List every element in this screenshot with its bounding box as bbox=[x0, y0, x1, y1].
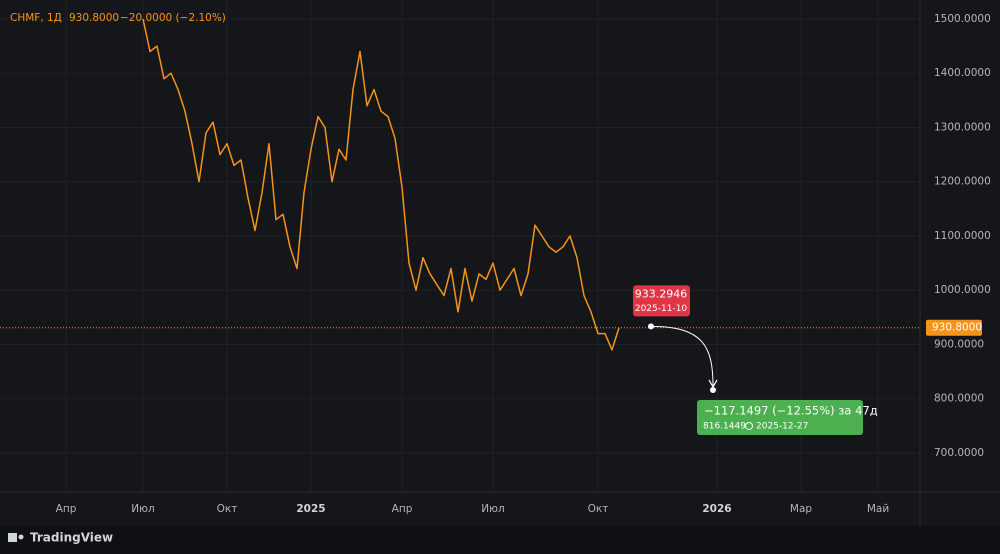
footer bbox=[0, 526, 1000, 554]
x-tick-label: 2025 bbox=[296, 503, 325, 515]
x-tick-label: Окт bbox=[217, 503, 238, 515]
x-tick-label: Апр bbox=[392, 503, 413, 515]
forecast-start bbox=[648, 323, 654, 330]
y-tick-label: 1200.0000 bbox=[934, 176, 991, 188]
y-tick-label: 1000.0000 bbox=[934, 284, 991, 296]
x-tick-label: Мар bbox=[790, 503, 812, 515]
clock-icon bbox=[745, 421, 753, 430]
forecast-curve bbox=[650, 325, 714, 386]
forecast-target-box bbox=[697, 399, 863, 435]
y-tick-label: 800.0000 bbox=[934, 393, 984, 405]
header-change: −20.0000 (−2.10%) bbox=[120, 12, 226, 24]
y-tick-label: 1400.0000 bbox=[934, 67, 991, 79]
price-line bbox=[142, 18, 620, 351]
x-tick-label: Июл bbox=[481, 503, 504, 515]
watermark: TradingView bbox=[30, 531, 113, 545]
y-tick-label: 1500.0000 bbox=[934, 13, 991, 25]
y-tick-label: 1300.0000 bbox=[934, 121, 991, 133]
forecast-target-date: 2025-12-27 bbox=[756, 421, 808, 431]
forecast-target bbox=[710, 386, 716, 393]
forecast-start-value: 933.2946 bbox=[635, 287, 688, 300]
forecast-arrow bbox=[708, 379, 718, 389]
last-price-box bbox=[926, 319, 982, 336]
forecast-change: −117.1497 (−12.55%) за 47д bbox=[704, 403, 878, 417]
y-tick-label: 700.0000 bbox=[934, 447, 984, 459]
header-symbol: CHMF, 1Д bbox=[10, 12, 62, 24]
y-tick-label: 1100.0000 bbox=[934, 230, 991, 242]
forecast-target-value: 816.1449 bbox=[703, 421, 746, 431]
x-tick-label: Апр bbox=[56, 503, 77, 515]
x-tick-label: Окт bbox=[588, 503, 609, 515]
last-price-label: 930.8000 bbox=[932, 322, 982, 334]
x-tick-label: Июл bbox=[131, 503, 154, 515]
header-last: 930.8000 bbox=[69, 12, 119, 24]
forecast-start-date: 2025-11-10 bbox=[635, 304, 688, 314]
x-tick-label: 2026 bbox=[702, 503, 731, 515]
y-tick-label: 900.0000 bbox=[934, 338, 984, 350]
forecast-start-box bbox=[633, 285, 690, 317]
x-tick-label: Май bbox=[867, 503, 889, 515]
tv-logo bbox=[8, 533, 24, 542]
